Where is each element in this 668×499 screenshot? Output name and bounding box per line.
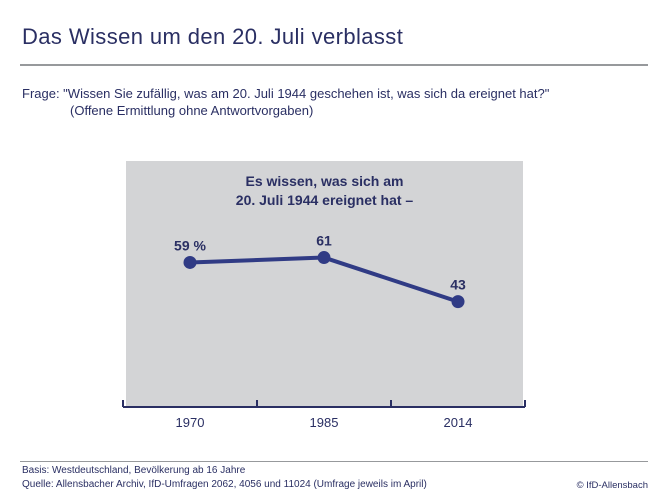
page-title: Das Wissen um den 20. Juli verblasst xyxy=(22,24,404,49)
footer-divider xyxy=(20,461,648,462)
source-note: Quelle: Allensbacher Archiv, IfD-Umfrage… xyxy=(22,479,427,490)
point-label: 43 xyxy=(450,277,466,293)
chart-point xyxy=(183,255,197,269)
question-line-1: Frage: "Wissen Sie zufällig, was am 20. … xyxy=(22,86,550,101)
chart-title-line-2: 20. Juli 1944 ereignet hat – xyxy=(235,192,414,208)
question-line-2: (Offene Ermittlung ohne Antwortvorgaben) xyxy=(70,103,314,118)
chart-point xyxy=(451,295,465,309)
chart-line xyxy=(188,255,460,304)
x-tick-label: 2014 xyxy=(444,415,473,430)
chart-title-line-1: Es wissen, was sich am xyxy=(245,173,404,189)
point-label: 59 % xyxy=(174,237,206,253)
copyright-note: © IfD-Allensbach xyxy=(576,480,648,491)
x-tick-label: 1970 xyxy=(176,415,205,430)
survey-question: Frage: "Wissen Sie zufällig, was am 20. … xyxy=(22,85,549,119)
x-tick-label: 1985 xyxy=(310,415,339,430)
header-divider xyxy=(20,64,648,66)
chart-plot-area xyxy=(126,161,523,406)
basis-note: Basis: Westdeutschland, Bevölkerung ab 1… xyxy=(22,465,246,476)
chart-title: Es wissen, was sich am 20. Juli 1944 ere… xyxy=(126,172,523,210)
chart-point xyxy=(317,251,331,265)
point-label: 61 xyxy=(316,233,332,249)
